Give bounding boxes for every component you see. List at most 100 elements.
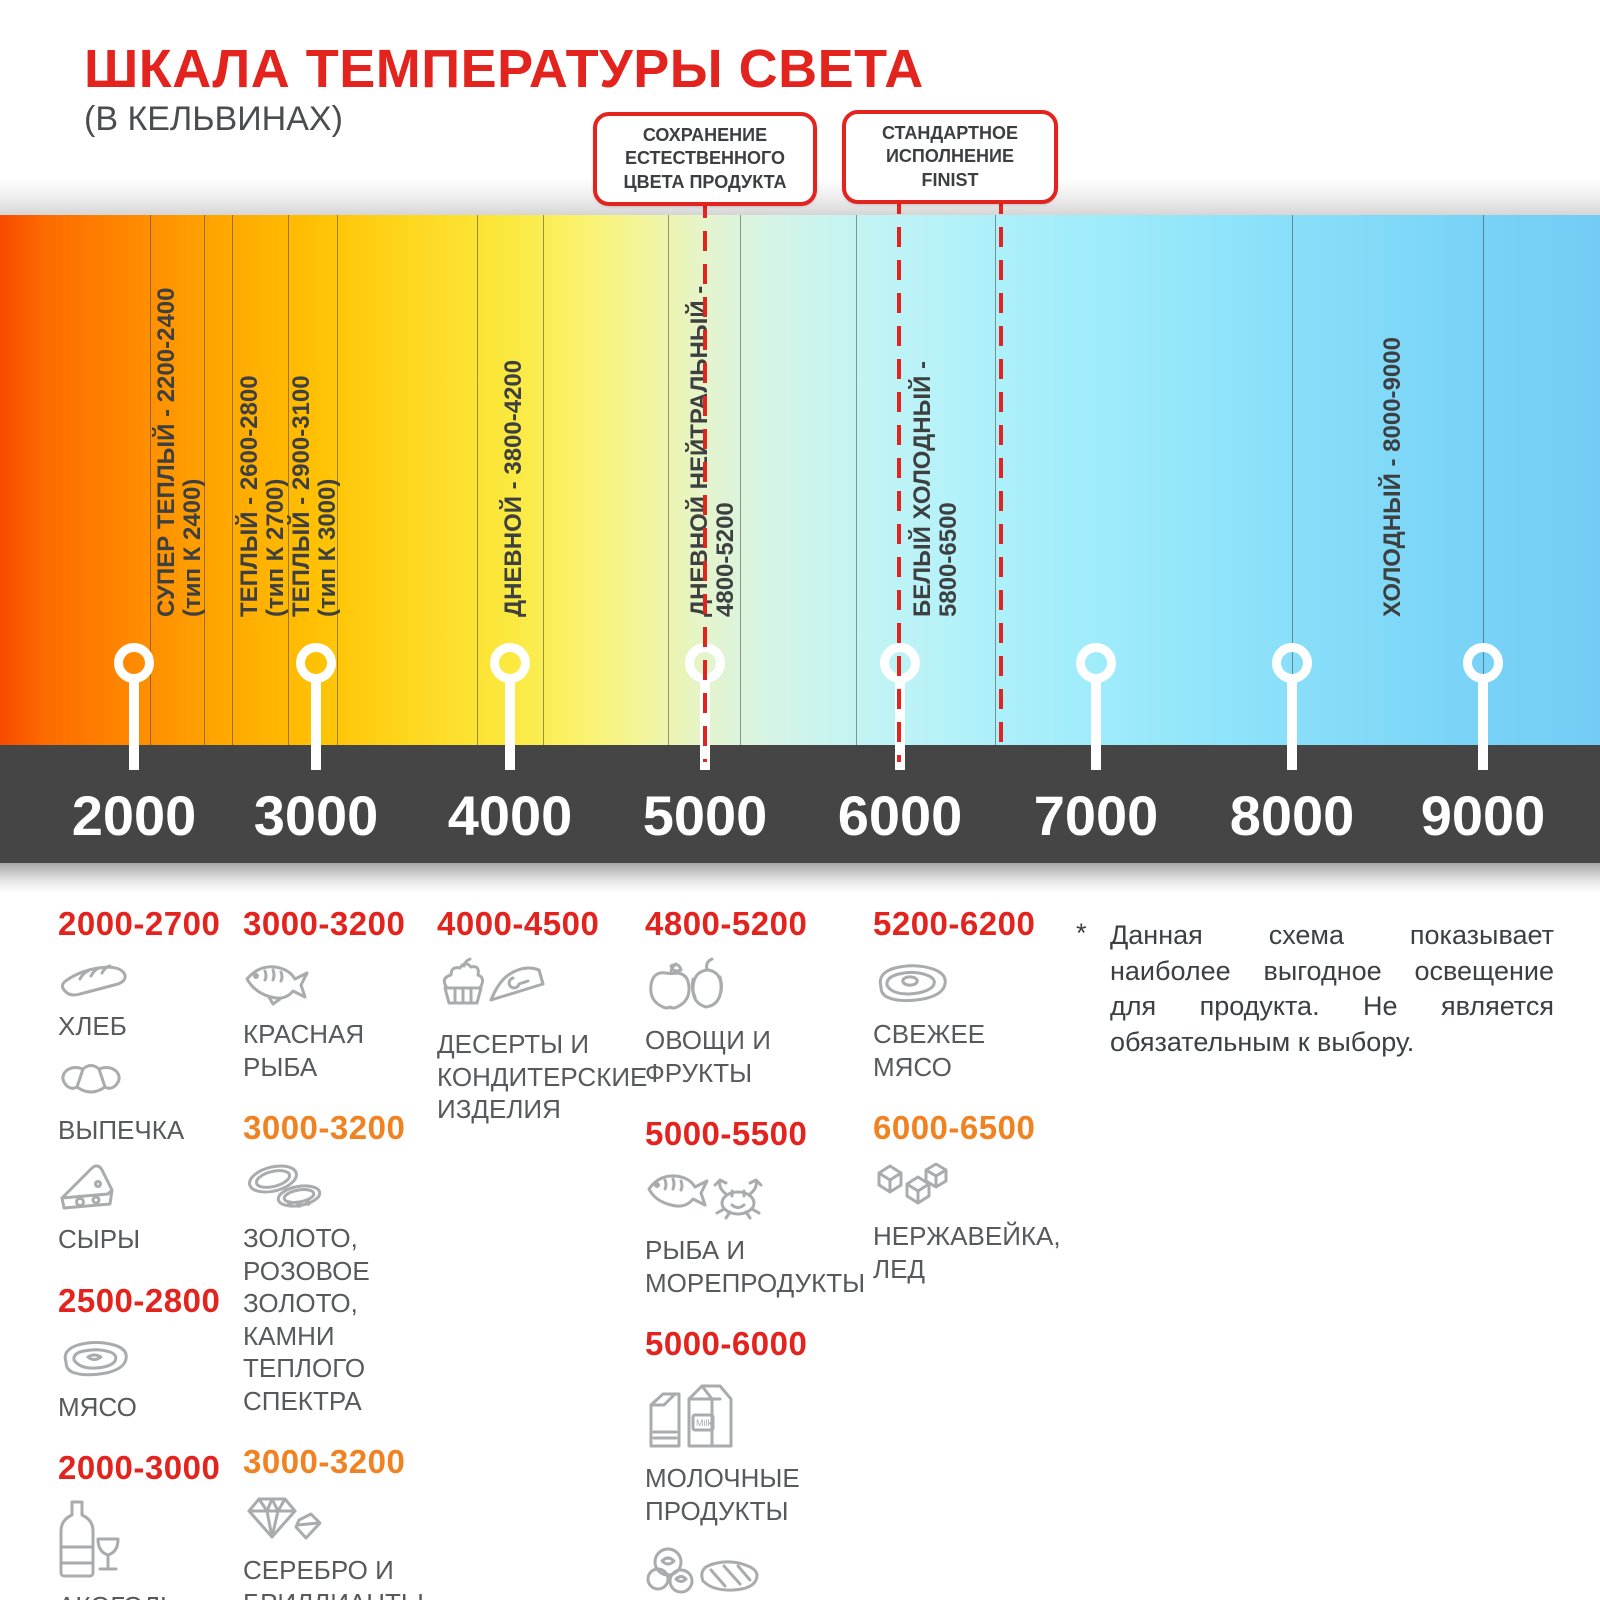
category-range-heading: 5000-6000 xyxy=(645,1325,808,1362)
scale-pin-7000 xyxy=(1076,643,1116,770)
zone-boundary-line xyxy=(995,215,996,745)
category-group: 5200-6200 СВЕЖЕЕ МЯСО xyxy=(873,905,1073,1083)
category-group: 4800-5200 ОВОЩИ И ФРУКТЫ xyxy=(645,905,945,1089)
kelvin-axis-bar xyxy=(0,745,1600,863)
svg-text:Milk: Milk xyxy=(696,1418,712,1428)
category-group: 6000-6500 НЕРЖАВЕЙКА, ЛЕД xyxy=(873,1109,1073,1285)
category-item: ВЫПЕЧКА xyxy=(58,1057,243,1147)
zone-label-main: ХОЛОДНЫЙ - 8000-9000 xyxy=(1379,337,1406,617)
page-title: ШКАЛА ТЕМПЕРАТУРЫ СВЕТА xyxy=(84,39,924,99)
seafood-icon xyxy=(645,1165,945,1228)
category-range-heading: 2000-3000 xyxy=(58,1449,221,1486)
zone-label-super-warm: СУПЕР ТЕПЛЫЙ - 2200-2400 (тип К 2400) xyxy=(153,288,206,617)
category-item-label: СВЕЖЕЕ МЯСО xyxy=(873,1019,986,1082)
zone-label-main: ДНЕВНОЙ - 3800-4200 xyxy=(500,359,527,617)
category-group: 5000-5500 РЫБА И МОРЕПРОДУКТЫ xyxy=(645,1115,945,1299)
axis-tick-8000: 8000 xyxy=(1229,784,1355,847)
callout-natural-color: СОХРАНЕНИЕ ЕСТЕСТВЕННОГО ЦВЕТА ПРОДУКТА xyxy=(593,112,817,207)
category-item-label: ХЛЕБ xyxy=(58,1011,127,1041)
category-range-heading: 2000-2700 xyxy=(58,905,221,942)
category-column-1: 2000-2700 ХЛЕБ ВЫПЕЧКА СЫРЫ 2500-2800 МЯ… xyxy=(58,905,243,1600)
category-item-label: СЫРЫ xyxy=(58,1224,141,1254)
category-group: 5000-6000 Milk МОЛОЧНЫЕ ПРОДУКТЫ ЗАМОРОЖ… xyxy=(645,1325,945,1600)
scale-pin-4000 xyxy=(490,643,530,770)
zone-label-sub: 4800-5200 xyxy=(712,502,739,617)
category-group: 2500-2800 МЯСО xyxy=(58,1282,243,1424)
category-range-heading: 3000-3200 xyxy=(243,905,406,942)
callout-finist-standard: СТАНДАРТНОЕ ИСПОЛНЕНИЕ FINIST xyxy=(842,110,1058,205)
axis-tick-2000: 2000 xyxy=(71,784,197,847)
bread-icon xyxy=(58,955,243,1004)
category-group: 4000-4500 ДЕСЕРТЫ И КОНДИТЕРСКИЕ ИЗДЕЛИЯ xyxy=(437,905,647,1126)
category-column-3: 4000-4500 ДЕСЕРТЫ И КОНДИТЕРСКИЕ ИЗДЕЛИЯ xyxy=(437,905,647,1152)
zone-boundary-line xyxy=(740,215,741,745)
steak-icon xyxy=(873,955,1073,1012)
zone-label-warm-2700: ТЕПЛЫЙ - 2600-2800 (тип К 2700) xyxy=(236,375,289,617)
callout-leg-6000 xyxy=(897,194,901,762)
callout-leg-5000 xyxy=(703,198,707,762)
category-range-heading: 2500-2800 xyxy=(58,1281,221,1319)
axis-tick-6000: 6000 xyxy=(837,784,963,847)
footnote: * Данная схема показывает наиболее выгод… xyxy=(1076,918,1554,1061)
axis-tick-7000: 7000 xyxy=(1033,784,1159,847)
zone-label-sub: 5800-6500 xyxy=(935,502,962,617)
category-item: СЫРЫ xyxy=(58,1160,243,1256)
category-item: РЫБА И МОРЕПРОДУКТЫ xyxy=(645,1165,945,1299)
zone-label-sub: (тип К 3000) xyxy=(314,478,341,617)
category-range-heading: 3000-3200 xyxy=(243,1443,406,1480)
zone-label-main: ТЕПЛЫЙ - 2900-3100 xyxy=(288,375,315,617)
category-item: Milk МОЛОЧНЫЕ ПРОДУКТЫ xyxy=(645,1375,945,1527)
category-item-label: МОЛОЧНЫЕ ПРОДУКТЫ xyxy=(645,1463,800,1526)
scale-pin-8000 xyxy=(1272,643,1312,770)
zone-label-daylight: ДНЕВНОЙ - 3800-4200 xyxy=(500,359,527,617)
category-item: АКОГОЛЬ xyxy=(58,1499,243,1600)
category-group: 3000-3200 ЗОЛОТО, РОЗОВОЕ ЗОЛОТО, КАМНИ … xyxy=(243,1109,443,1417)
category-item: СВЕЖЕЕ МЯСО xyxy=(873,955,1073,1083)
axis-tick-9000: 9000 xyxy=(1420,784,1546,847)
category-item-label: РЫБА И МОРЕПРОДУКТЫ xyxy=(645,1235,866,1298)
zone-boundary-line xyxy=(337,215,338,745)
zone-boundary-line xyxy=(204,215,205,745)
category-group: 2000-2700 ХЛЕБ ВЫПЕЧКА СЫРЫ xyxy=(58,905,243,1256)
rings-icon xyxy=(243,1159,443,1216)
diamond-icon xyxy=(243,1493,443,1548)
category-column-2: 3000-3200 КРАСНАЯ РЫБА 3000-3200 ЗОЛОТО,… xyxy=(243,905,443,1600)
axis-bar-shadow xyxy=(0,863,1600,893)
zone-label-main: ТЕПЛЫЙ - 2600-2800 xyxy=(236,375,263,617)
axis-tick-3000: 3000 xyxy=(253,784,379,847)
zone-boundary-line xyxy=(288,215,289,745)
category-item: ДЕСЕРТЫ И КОНДИТЕРСКИЕ ИЗДЕЛИЯ xyxy=(437,955,647,1126)
category-item-label: ЗОЛОТО, РОЗОВОЕ ЗОЛОТО, КАМНИ ТЕПЛОГО СП… xyxy=(243,1223,370,1416)
zone-label-daylight-neutral: ДНЕВНОЙ НЕЙТРАЛЬНЫЙ - 4800-5200 xyxy=(686,285,739,617)
alcohol-icon xyxy=(58,1499,243,1584)
zone-boundary-line xyxy=(668,215,669,745)
croissant-icon xyxy=(58,1057,243,1108)
axis-tick-5000: 5000 xyxy=(642,784,768,847)
category-range-heading: 4000-4500 xyxy=(437,905,600,942)
scale-pin-9000 xyxy=(1463,643,1503,770)
category-item-label: КРАСНАЯ РЫБА xyxy=(243,1019,365,1082)
zone-label-white-cold: БЕЛЫЙ ХОЛОДНЫЙ - 5800-6500 xyxy=(909,361,962,617)
category-range-heading: 3000-3200 xyxy=(243,1109,406,1146)
zone-boundary-line xyxy=(1292,215,1293,745)
zone-label-main: БЕЛЫЙ ХОЛОДНЫЙ - xyxy=(909,361,936,617)
scale-pin-3000 xyxy=(296,643,336,770)
zone-label-warm-3000: ТЕПЛЫЙ - 2900-3100 (тип К 3000) xyxy=(288,375,341,617)
footnote-text: Данная схема показывает наиболее выгодно… xyxy=(1110,920,1554,1057)
zone-label-cold: ХОЛОДНЫЙ - 8000-9000 xyxy=(1379,337,1406,617)
category-item-label: МЯСО xyxy=(58,1391,137,1422)
zone-boundary-line xyxy=(477,215,478,745)
category-item: НЕРЖАВЕЙКА, ЛЕД xyxy=(873,1159,1073,1285)
zone-label-main: ДНЕВНОЙ НЕЙТРАЛЬНЫЙ - xyxy=(686,285,713,617)
category-item: СЕРЕБРО И БРИЛЛИАНТЫ xyxy=(243,1493,443,1600)
frozen-icon xyxy=(645,1541,945,1600)
zone-boundary-line xyxy=(232,215,233,745)
category-item-label: НЕРЖАВЕЙКА, ЛЕД xyxy=(873,1221,1061,1284)
scale-pin-2000 xyxy=(114,643,154,770)
axis-tick-4000: 4000 xyxy=(447,784,573,847)
category-item-label: СЕРЕБРО И БРИЛЛИАНТЫ xyxy=(243,1555,424,1600)
category-group: 2000-3000 АКОГОЛЬ xyxy=(58,1449,243,1600)
zone-boundary-line xyxy=(150,215,151,745)
category-item: ЗАМОРОЖЕННЫЕ ПОЛУФАБРИКАТЫ xyxy=(645,1541,945,1600)
category-item: МЯСО xyxy=(58,1332,243,1424)
